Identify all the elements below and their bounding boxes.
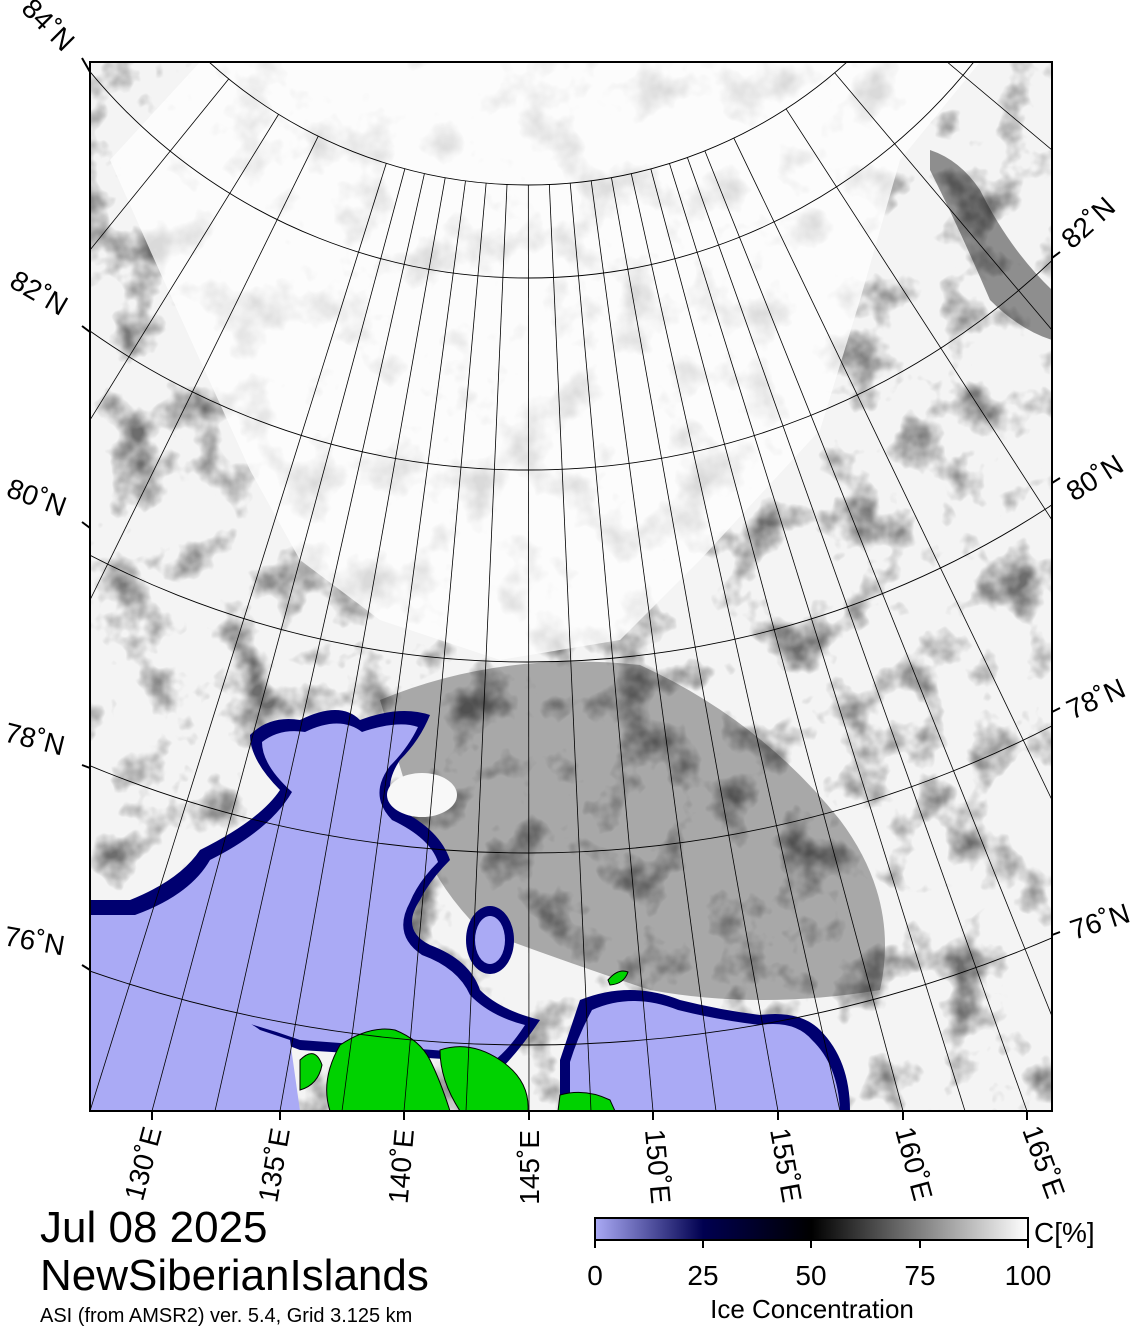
lat-label-78n-left: 78˚N	[2, 717, 68, 762]
parallel-78n	[90, 503, 1052, 663]
land-bennett	[607, 970, 629, 986]
land-west-island	[299, 1053, 323, 1091]
lon-label-130e: 130˚E	[119, 1124, 168, 1204]
meridian-line	[279, 177, 446, 1111]
colorbar-unit: C[%]	[1034, 1217, 1095, 1248]
land-new-siberia	[557, 1091, 616, 1111]
meridian-line	[403, 183, 487, 1111]
meridian-line	[733, 137, 1052, 801]
lon-label-140e: 140˚E	[383, 1128, 420, 1205]
colorbar: 0 25 50 75 100 C[%] Ice Concentration	[587, 1217, 1095, 1324]
meridian-line	[90, 163, 387, 1111]
meridian-line	[590, 180, 717, 1111]
meridian-line	[90, 114, 279, 421]
parallel-76n	[90, 725, 1052, 854]
lat-label-82n-right: 82˚N	[1055, 191, 1121, 255]
meridian-line	[465, 184, 508, 1111]
lon-label-145e: 145˚E	[514, 1130, 545, 1205]
parallel-74n	[90, 937, 1052, 1046]
colorbar-tick-0: 0	[587, 1260, 603, 1291]
graticule	[90, 62, 1052, 1046]
parallel-84n	[208, 62, 848, 186]
map-frame	[89, 61, 1053, 1112]
lat-label-76n-left: 76˚N	[2, 920, 67, 961]
meridian-line	[214, 173, 425, 1111]
lat-label-80n-right: 80˚N	[1061, 449, 1129, 507]
map-region-title: NewSiberianIslands	[40, 1251, 429, 1300]
colorbar-gradient	[594, 1217, 1029, 1241]
lat-label-76n-right: 76˚N	[1066, 897, 1133, 945]
lat-label-80n-left: 80˚N	[3, 473, 71, 523]
lat-label-78n-right: 78˚N	[1062, 672, 1130, 725]
lon-label-155e: 155˚E	[764, 1126, 808, 1205]
parallel-82n	[90, 62, 975, 279]
meridian-line	[90, 78, 230, 251]
meridian-line	[548, 184, 592, 1111]
lon-label-165e: 165˚E	[1016, 1121, 1071, 1202]
open-water-east-siberian	[570, 1001, 840, 1111]
lon-label-135e: 135˚E	[252, 1126, 296, 1205]
colorbar-tick-75: 75	[904, 1260, 935, 1291]
meridian-line	[686, 157, 1028, 1111]
meridian-line	[151, 168, 406, 1111]
meridian-line	[946, 62, 1052, 151]
meridian-line	[785, 108, 1052, 521]
meridian-line	[90, 136, 319, 601]
meridian-line	[341, 180, 466, 1111]
meridian-line	[650, 168, 904, 1111]
meridian-line	[630, 173, 841, 1111]
open-water-laptev-south	[90, 1000, 300, 1111]
colorbar-tick-25: 25	[687, 1260, 718, 1291]
parallel-80n	[90, 259, 1052, 471]
polynya	[387, 773, 457, 817]
meridian-line	[569, 183, 654, 1111]
meridian-line	[611, 177, 779, 1111]
colorbar-tick-50: 50	[795, 1260, 826, 1291]
map-date: Jul 08 2025	[40, 1203, 268, 1252]
lon-label-160e: 160˚E	[889, 1124, 938, 1204]
frame-ticks	[81, 57, 1061, 1120]
meridian-line	[669, 163, 966, 1111]
lat-label-82n-left: 82˚N	[5, 264, 73, 321]
colorbar-tick-100: 100	[1005, 1260, 1052, 1291]
colorbar-label: Ice Concentration	[710, 1294, 914, 1324]
lat-label-84n: 84˚N	[16, 0, 81, 57]
east-ice-edge-band	[930, 150, 1052, 340]
central-pack-ice	[110, 62, 980, 660]
product-info: ASI (from AMSR2) ver. 5.4, Grid 3.125 km	[40, 1305, 413, 1327]
meridian-line	[704, 150, 1052, 1018]
land-kotelny	[326, 1028, 451, 1111]
polynya	[475, 916, 505, 964]
meridians	[90, 62, 1052, 1111]
land-faddeyevsky	[439, 1046, 529, 1111]
lon-label-150e: 150˚E	[639, 1128, 676, 1205]
meridian-line	[527, 184, 530, 1111]
meridian-line	[834, 72, 1052, 331]
